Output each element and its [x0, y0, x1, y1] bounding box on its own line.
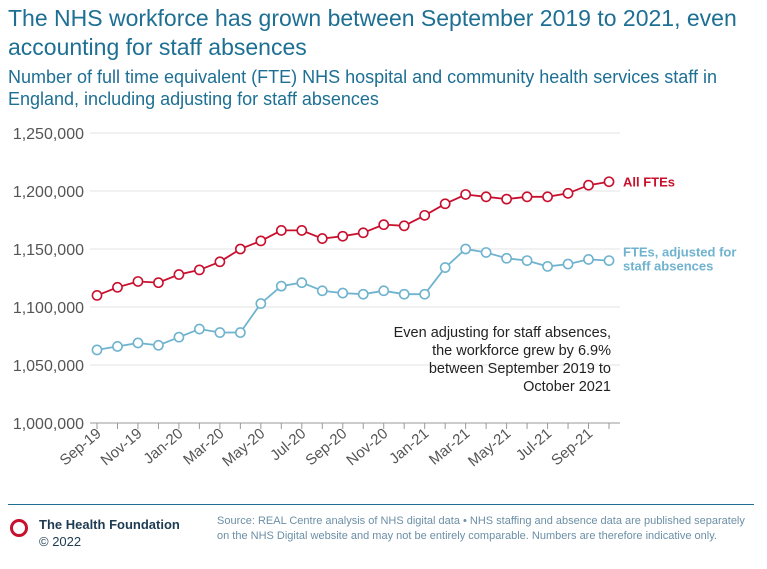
y-tick-label: 1,150,000 [13, 242, 84, 259]
chart-annotation: Even adjusting for staff absences, the wo… [394, 325, 611, 395]
adjusted-ftes-point [562, 258, 574, 270]
adjusted-ftes-point [419, 288, 431, 300]
adjusted-ftes-point [542, 260, 553, 272]
adjusted-ftes-point [398, 288, 410, 300]
chart-subtitle: Number of full time equivalent (FTE) NHS… [8, 67, 717, 109]
adjusted-ftes-point [255, 298, 267, 309]
all-ftes-point [542, 191, 553, 203]
all-ftes-point [480, 191, 492, 203]
adjusted-ftes-point [112, 341, 123, 352]
adjusted-ftes-point [521, 255, 533, 266]
y-axis-tick-labels: 1,000,000 1,050,000 1,100,000 1,150,000 1,20… [13, 126, 84, 433]
all-ftes-point [562, 187, 574, 199]
all-ftes-point [583, 179, 594, 191]
adjusted-ftes-point [132, 337, 144, 349]
x-tick-label: Sep-20 [302, 425, 350, 469]
adjusted-ftes-point [214, 327, 226, 338]
all-ftes-point [296, 225, 308, 236]
all-ftes-point [132, 276, 144, 287]
series-label-line: staff absences [623, 259, 713, 274]
adjusted-ftes-point [234, 327, 246, 338]
all-ftes-point [112, 281, 123, 293]
adjusted-ftes-point [275, 280, 287, 292]
adjusted-ftes-point [173, 331, 185, 343]
all-ftes-point [378, 219, 390, 231]
all-ftes-point [214, 256, 226, 268]
all-ftes-point [153, 277, 164, 289]
adjusted-ftes-point [316, 285, 328, 297]
all-ftes-point [255, 235, 267, 247]
adjusted-ftes-point [603, 255, 615, 266]
adjusted-ftes-point [296, 277, 308, 289]
adjusted-ftes-point [91, 344, 103, 356]
adjusted-ftes-point [337, 287, 349, 299]
adjusted-ftes-point [357, 288, 369, 300]
adjusted-ftes-point [460, 243, 472, 255]
x-tick-label: Jan-20 [140, 425, 186, 468]
adjusted-ftes-point [583, 254, 594, 265]
annotation-line: between September 2019 to [429, 361, 611, 377]
adjusted-ftes-point [153, 339, 164, 351]
all-ftes-line [96, 180, 610, 297]
all-ftes-point [275, 225, 287, 236]
y-tick-label: 1,200,000 [13, 184, 84, 201]
x-tick-label: Sep-21 [548, 425, 596, 469]
all-ftes-point [234, 243, 246, 255]
gridlines [90, 132, 620, 424]
all-ftes-point [603, 176, 615, 188]
footer-brand: The Health Foundation [39, 517, 180, 532]
chart-title: The NHS workforce has grown between Sept… [8, 5, 737, 60]
x-tick-label: Nov-20 [343, 425, 391, 469]
footer-divider [8, 504, 754, 505]
all-ftes-point [337, 230, 349, 242]
annotation-text: Even adjusting for staff absences, the wo… [394, 325, 611, 395]
x-tick-label: Nov-19 [98, 425, 146, 469]
all-ftes-point [419, 209, 431, 221]
adjusted-ftes-point [193, 323, 205, 335]
adjusted-ftes-point [480, 247, 492, 258]
footer-source-note: Source: REAL Centre analysis of NHS digi… [217, 515, 745, 542]
adjusted-ftes-point [501, 252, 512, 264]
y-tick-label: 1,000,000 [13, 416, 84, 433]
series-label-line: FTEs, adjusted for [623, 245, 736, 260]
series-labels: All FTEs FTEs, adjusted for staff absences [623, 175, 736, 274]
annotation-line: Even adjusting for staff absences, [394, 325, 611, 341]
x-tick-label: Mar-20 [180, 425, 227, 469]
footer-copyright: © 2022 [39, 534, 82, 549]
all-ftes-point [316, 233, 328, 244]
adjusted-ftes-point [378, 285, 390, 297]
all-ftes-point [193, 264, 205, 276]
all-ftes-point [501, 193, 512, 205]
all-ftes-point [460, 189, 472, 200]
x-tick-label: May-20 [219, 425, 268, 470]
x-tick-label: Mar-21 [426, 425, 473, 469]
annotation-line: October 2021 [523, 379, 611, 395]
series-layer [91, 176, 615, 356]
health-foundation-logo-icon [10, 519, 28, 537]
all-ftes-point [173, 269, 185, 280]
y-tick-label: 1,100,000 [13, 300, 84, 317]
x-tick-label: May-21 [465, 425, 514, 470]
x-tick-label: Jan-21 [386, 425, 432, 468]
all-ftes-point [521, 191, 533, 203]
all-ftes-series-label: All FTEs [623, 175, 675, 190]
adjusted-ftes-series-label: FTEs, adjusted for staff absences [623, 245, 736, 274]
adjusted-ftes-point [439, 262, 451, 273]
all-ftes-point [91, 289, 103, 301]
y-tick-label: 1,250,000 [13, 126, 84, 143]
annotation-line: the workforce grew by 6.9% [432, 343, 611, 359]
line-chart: 1,000,000 1,050,000 1,100,000 1,150,000 1,20… [13, 126, 737, 470]
x-axis: Sep-19Nov-19Jan-20Mar-20May-20Jul-20Sep-… [57, 423, 610, 470]
all-ftes-point [398, 220, 410, 232]
all-ftes-point [439, 198, 451, 210]
y-tick-label: 1,050,000 [13, 358, 84, 375]
all-ftes-point [357, 227, 369, 239]
